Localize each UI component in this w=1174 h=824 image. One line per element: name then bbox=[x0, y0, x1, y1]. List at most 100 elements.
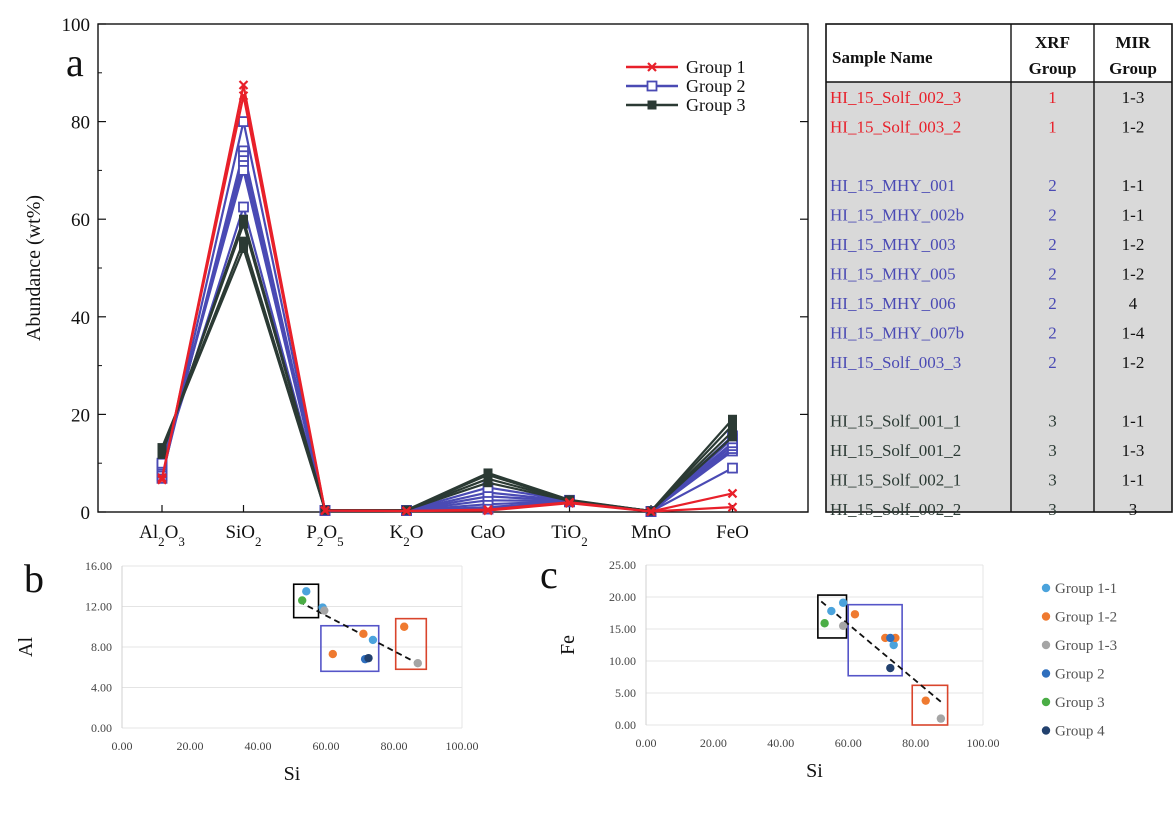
table-cell-xrf-group: 2 bbox=[1048, 353, 1057, 372]
table-cell-sample-name: HI_15_MHY_002b bbox=[830, 206, 964, 225]
panel-b-ytick-label: 12.00 bbox=[85, 600, 112, 614]
panel-c-point-group-1-3 bbox=[838, 621, 848, 630]
panel-a-ytick-label: 100 bbox=[62, 15, 91, 36]
table-cell-xrf-group: 3 bbox=[1048, 412, 1057, 431]
table-header-mir-group: Group bbox=[1109, 59, 1157, 78]
data-point-group-1 bbox=[157, 475, 167, 485]
data-point-group-1 bbox=[727, 488, 738, 499]
legend-c-label: Group 1-2 bbox=[1055, 610, 1117, 626]
panel-c-point-group-4 bbox=[886, 663, 895, 673]
table-cell-mir-group: 1-2 bbox=[1122, 235, 1145, 254]
table-cell-mir-group: 3 bbox=[1129, 500, 1138, 519]
panel-a-category-label: SiO2 bbox=[225, 522, 261, 549]
table-cell-mir-group: 1-2 bbox=[1122, 118, 1145, 137]
table-cell-mir-group: 1-2 bbox=[1122, 353, 1145, 372]
legend-c-marker-group-3 bbox=[1041, 697, 1051, 707]
formula-part: MnO bbox=[631, 522, 671, 543]
table-cell-mir-group: 1-3 bbox=[1122, 88, 1145, 107]
table-cell-xrf-group: 2 bbox=[1048, 235, 1057, 254]
table-cell-mir-group: 1-1 bbox=[1122, 176, 1145, 195]
panel-c-point-group-1-2 bbox=[850, 610, 860, 619]
table-cell-mir-group: 1-3 bbox=[1122, 441, 1145, 460]
panel-a-category-label: MnO bbox=[631, 522, 671, 543]
panel-c-ytick-label: 5.00 bbox=[615, 686, 636, 700]
data-point-group-3 bbox=[239, 214, 248, 224]
panel-c-point-group-2 bbox=[886, 633, 895, 643]
series-line-group-2 bbox=[160, 159, 734, 513]
panel-c-xtick-label: 20.00 bbox=[700, 736, 727, 750]
table-cell-xrf-group: 2 bbox=[1048, 294, 1057, 313]
panel-a-category-label: Al2O3 bbox=[139, 522, 185, 549]
series-line-group-3 bbox=[160, 240, 734, 513]
data-point-group-1 bbox=[238, 80, 249, 90]
panel-c-xtick-label: 80.00 bbox=[902, 736, 929, 750]
legend-label-group-1: Group 1 bbox=[686, 57, 746, 77]
data-point-group-3 bbox=[728, 432, 737, 442]
data-point-group-1 bbox=[238, 90, 249, 101]
formula-part: O bbox=[323, 522, 337, 543]
formula-part: TiO bbox=[551, 522, 581, 543]
legend-c-label: Group 3 bbox=[1055, 695, 1105, 711]
panel-b-xtick-label: 100.00 bbox=[446, 739, 479, 753]
panel-b-y-axis-title: Al bbox=[15, 637, 37, 657]
legend-c-marker-group-4 bbox=[1041, 726, 1051, 735]
data-point-group-3 bbox=[728, 426, 737, 436]
formula-part: FeO bbox=[716, 522, 749, 543]
panel-a-ytick-label: 20 bbox=[71, 405, 90, 426]
panel-b-letter: b bbox=[24, 556, 44, 601]
table-cell-xrf-group: 3 bbox=[1048, 500, 1057, 519]
data-point-group-2 bbox=[238, 164, 249, 176]
table-cell-sample-name: HI_15_Solf_002_1 bbox=[830, 471, 961, 490]
panel-c-ytick-label: 0.00 bbox=[615, 718, 636, 732]
formula-part: CaO bbox=[471, 522, 506, 543]
panel-c-point-group-1-1 bbox=[889, 640, 898, 650]
table-cell-mir-group: 1-4 bbox=[1122, 324, 1145, 343]
panel-c-xtick-label: 60.00 bbox=[835, 736, 862, 750]
legend-marker-group-1 bbox=[647, 62, 657, 72]
data-point-group-3 bbox=[239, 236, 248, 246]
panel-b-ytick-label: 0.00 bbox=[91, 721, 112, 735]
formula-part: Al bbox=[139, 522, 158, 543]
table-cell-sample-name: HI_15_Solf_001_1 bbox=[830, 412, 961, 431]
table-cell-sample-name: HI_15_Solf_002_3 bbox=[830, 88, 961, 107]
table-cell-sample-name: HI_15_Solf_003_2 bbox=[830, 118, 961, 137]
table-header-sample-name: Sample Name bbox=[832, 48, 933, 67]
panel-b-point-group-1-3 bbox=[413, 659, 422, 668]
panel-b-point-group-1-1 bbox=[302, 587, 311, 596]
subscript: 5 bbox=[337, 534, 344, 549]
table-cell-sample-name: HI_15_Solf_001_2 bbox=[830, 441, 961, 460]
panel-c-point-group-1-1 bbox=[838, 598, 848, 607]
panel-b-xtick-label: 0.00 bbox=[112, 739, 133, 753]
table-cell-sample-name: HI_15_MHY_006 bbox=[830, 294, 956, 313]
panel-c-xtick-label: 0.00 bbox=[636, 736, 657, 750]
legend-c-label: Group 4 bbox=[1055, 724, 1105, 740]
table-body-fill bbox=[826, 82, 1172, 512]
panel-c-cluster-box-black bbox=[817, 594, 848, 639]
table-cell-xrf-group: 2 bbox=[1048, 265, 1057, 284]
table-cell-sample-name: HI_15_MHY_005 bbox=[830, 265, 956, 284]
data-point-group-1 bbox=[564, 497, 575, 508]
data-point-group-3 bbox=[239, 219, 248, 229]
panel-b-xtick-label: 20.00 bbox=[177, 739, 204, 753]
panel-a-ytick-label: 0 bbox=[81, 503, 91, 524]
legend-c-label: Group 2 bbox=[1055, 667, 1105, 683]
table-cell-mir-group: 1-1 bbox=[1122, 471, 1145, 490]
panel-c-cluster-box-blue bbox=[847, 603, 903, 677]
table-cell-sample-name: HI_15_Solf_002_2 bbox=[830, 500, 961, 519]
table-cell-sample-name: HI_15_Solf_003_3 bbox=[830, 353, 961, 372]
series-line-group-1 bbox=[160, 94, 733, 513]
table-cell-mir-group: 1-1 bbox=[1122, 412, 1145, 431]
table-cell-sample-name: HI_15_MHY_007b bbox=[830, 324, 964, 343]
table-cell-xrf-group: 2 bbox=[1048, 206, 1057, 225]
table-header-mir: MIR bbox=[1116, 33, 1152, 52]
panel-b-point-group-3 bbox=[298, 596, 307, 605]
table-cell-xrf-group: 3 bbox=[1048, 441, 1057, 460]
legend-c-label: Group 1-1 bbox=[1055, 581, 1117, 597]
panel-a-category-label: TiO2 bbox=[551, 522, 587, 549]
panel-c-xtick-label: 40.00 bbox=[767, 736, 794, 750]
panel-a-category-label: P2O5 bbox=[306, 522, 343, 549]
panel-a-ytick-label: 40 bbox=[71, 308, 90, 329]
legend-label-group-2: Group 2 bbox=[686, 76, 746, 96]
data-point-group-1 bbox=[401, 506, 412, 516]
